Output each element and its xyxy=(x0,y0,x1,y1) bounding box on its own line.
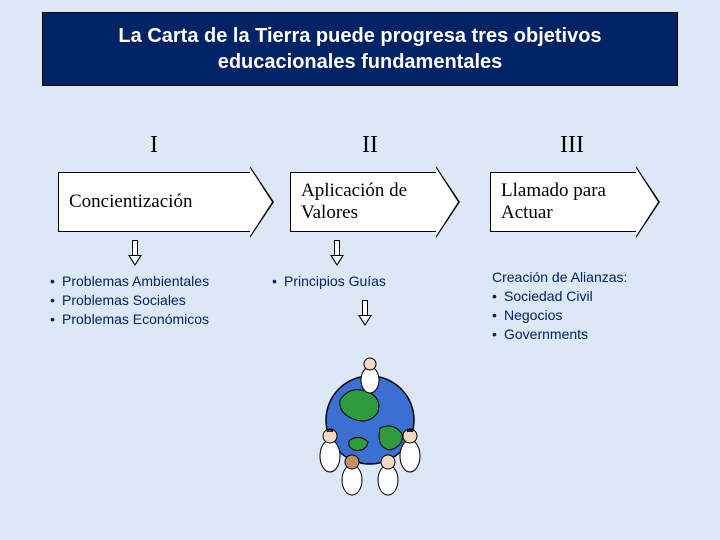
roman-3: III xyxy=(560,132,584,159)
arrow-body-2: Aplicación de Valores xyxy=(290,172,438,232)
list-item: •Governments xyxy=(492,325,627,344)
title-text: La Carta de la Tierra puede progresa tre… xyxy=(67,23,653,75)
arrow-label-2: Aplicación de Valores xyxy=(301,180,438,224)
arrow-body-3: Llamado para Actuar xyxy=(490,172,638,232)
arrow-box-1: Concientización xyxy=(58,172,274,232)
list-item: •Problemas Económicos xyxy=(50,310,209,329)
bullets-3: Creación de Alianzas: •Sociedad Civil •N… xyxy=(492,268,627,344)
title-banner: La Carta de la Tierra puede progresa tre… xyxy=(42,12,678,86)
arrow-head-3 xyxy=(636,166,660,238)
down-arrow-2 xyxy=(330,240,344,266)
roman-1: I xyxy=(150,132,158,159)
list-item: •Problemas Sociales xyxy=(50,291,209,310)
arrow-head-1 xyxy=(250,166,274,238)
list-item: •Principios Guías xyxy=(272,272,386,291)
arrow-box-2: Aplicación de Valores xyxy=(290,172,460,232)
down-arrow-globe xyxy=(358,300,372,326)
arrow-head-2 xyxy=(436,166,460,238)
list-item: •Problemas Ambientales xyxy=(50,272,209,291)
arrow-label-3: Llamado para Actuar xyxy=(501,180,638,224)
bullets-2: •Principios Guías xyxy=(272,272,386,291)
down-arrow-1 xyxy=(128,240,142,266)
list-item: •Negocios xyxy=(492,306,627,325)
arrow-box-3: Llamado para Actuar xyxy=(490,172,660,232)
globe-illustration xyxy=(290,350,450,500)
arrow-body-1: Concientización xyxy=(58,172,252,232)
list-item: •Sociedad Civil xyxy=(492,287,627,306)
arrow-label-1: Concientización xyxy=(69,191,192,213)
roman-2: II xyxy=(362,132,378,159)
bullets-header: Creación de Alianzas: xyxy=(492,268,627,287)
bullets-1: •Problemas Ambientales •Problemas Social… xyxy=(50,272,209,329)
